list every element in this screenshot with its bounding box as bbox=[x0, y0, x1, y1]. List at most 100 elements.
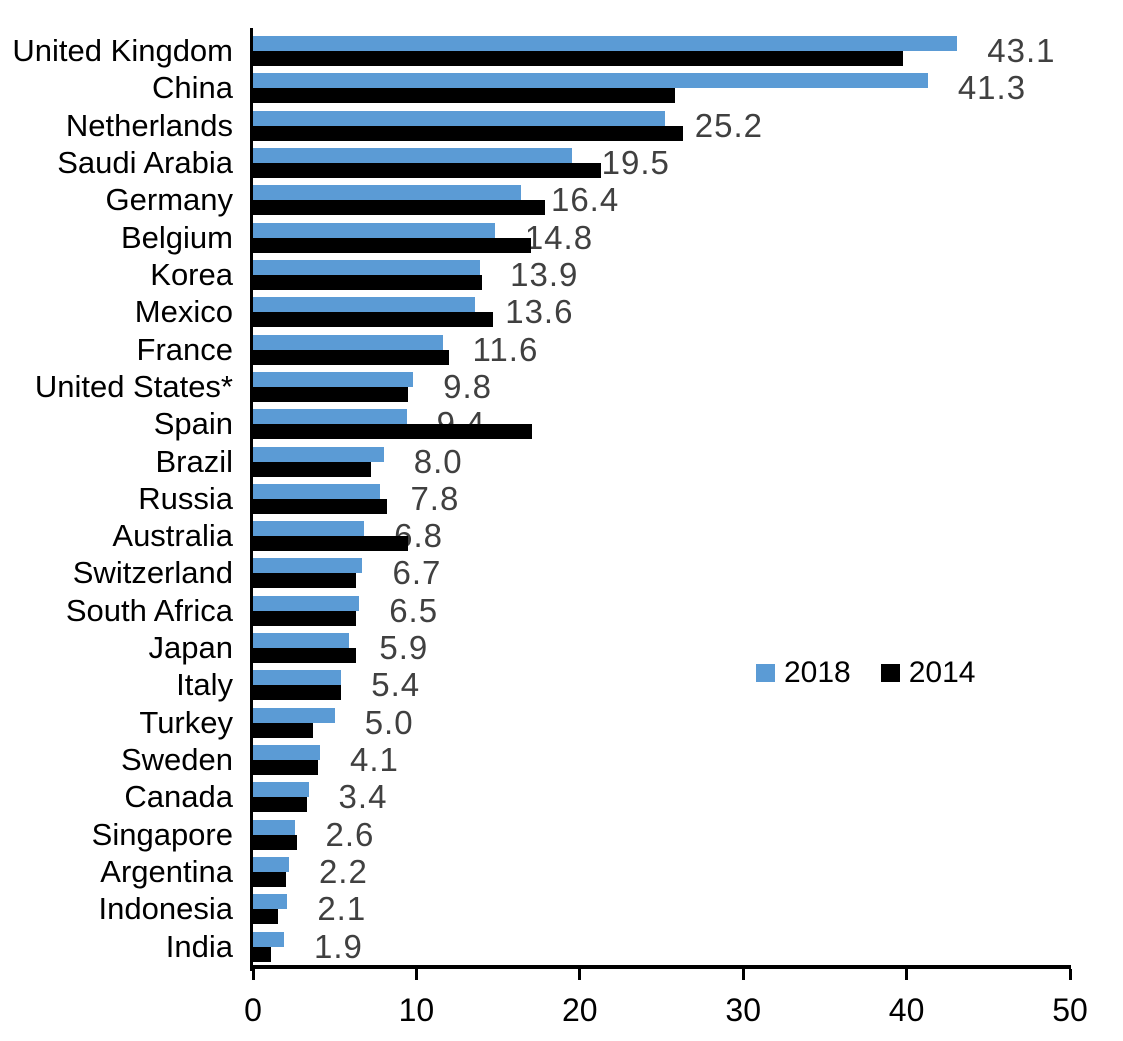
bar-2018 bbox=[253, 633, 350, 649]
bar-2018 bbox=[253, 894, 288, 910]
value-label: 6.7 bbox=[392, 554, 442, 592]
bar-2018 bbox=[253, 819, 296, 835]
category-label: Australia bbox=[112, 518, 233, 554]
bar-2014 bbox=[253, 722, 314, 738]
x-tick bbox=[905, 969, 909, 980]
category-label: India bbox=[165, 928, 233, 964]
value-label: 41.3 bbox=[957, 69, 1027, 107]
category-label: Canada bbox=[124, 779, 233, 815]
bar-2014 bbox=[253, 200, 546, 216]
bar-2014 bbox=[253, 274, 482, 290]
bar-2018 bbox=[253, 259, 481, 275]
category-label: South Africa bbox=[65, 592, 233, 628]
category-label: Netherlands bbox=[65, 107, 233, 143]
category-label: Brazil bbox=[155, 443, 233, 479]
bar-2014 bbox=[253, 461, 371, 477]
bar-2018 bbox=[253, 521, 365, 537]
x-tick bbox=[741, 969, 745, 980]
legend-label-2018: 2018 bbox=[784, 656, 851, 689]
value-label: 43.1 bbox=[987, 32, 1056, 69]
bar-2014 bbox=[253, 312, 494, 328]
value-label: 11.6 bbox=[472, 330, 539, 368]
bar-2014 bbox=[253, 834, 298, 850]
category-label: Japan bbox=[148, 630, 233, 666]
category-label: China bbox=[152, 70, 233, 106]
bar-2018 bbox=[253, 185, 521, 201]
x-tick-label: 0 bbox=[244, 992, 262, 1028]
legend-label-2014: 2014 bbox=[908, 656, 976, 689]
bar-2018 bbox=[253, 707, 335, 723]
legend: 2018 2014 bbox=[756, 658, 976, 688]
value-label: 9.8 bbox=[443, 367, 492, 405]
value-label: 13.9 bbox=[510, 255, 579, 293]
category-label: Mexico bbox=[134, 294, 233, 330]
bar-2018 bbox=[253, 595, 360, 611]
category-label: Belgium bbox=[121, 219, 233, 255]
bar-2014 bbox=[253, 162, 602, 178]
legend-item-2014: 2014 bbox=[880, 656, 976, 689]
category-label: Italy bbox=[176, 667, 233, 703]
value-label: 2.6 bbox=[325, 815, 375, 853]
category-label: Turkey bbox=[139, 704, 233, 740]
bar-2018 bbox=[253, 371, 414, 387]
bar-2018 bbox=[253, 670, 342, 686]
value-label: 5.9 bbox=[379, 629, 429, 667]
category-label: Sweden bbox=[120, 742, 233, 778]
category-label: United States* bbox=[34, 368, 233, 404]
bar-2014 bbox=[253, 909, 278, 925]
bar-2018 bbox=[253, 147, 572, 163]
category-label: Spain bbox=[153, 406, 233, 442]
x-tick bbox=[251, 969, 255, 980]
bar-2014 bbox=[253, 685, 342, 701]
bar-2018 bbox=[253, 334, 443, 350]
category-label: Russia bbox=[138, 480, 233, 516]
value-label: 19.5 bbox=[601, 143, 670, 181]
bar-2018 bbox=[253, 110, 665, 126]
value-label: 14.8 bbox=[524, 218, 594, 256]
value-label: 2.2 bbox=[318, 853, 368, 891]
value-label: 8.0 bbox=[413, 442, 463, 480]
category-label: Switzerland bbox=[72, 555, 233, 591]
bar-2014 bbox=[253, 536, 409, 552]
category-label: Argentina bbox=[100, 854, 233, 890]
bar-2014 bbox=[253, 386, 409, 402]
value-label: 5.0 bbox=[364, 703, 414, 741]
x-tick-label: 50 bbox=[1052, 992, 1088, 1028]
x-tick-label: 40 bbox=[888, 992, 925, 1028]
bar-2014 bbox=[253, 573, 356, 589]
value-label: 4.1 bbox=[349, 741, 399, 779]
x-tick bbox=[1068, 969, 1072, 980]
bar-2014 bbox=[253, 498, 387, 514]
legend-swatch-2014 bbox=[880, 664, 900, 682]
bar-2014 bbox=[253, 760, 319, 776]
x-tick bbox=[578, 969, 582, 980]
bar-2018 bbox=[253, 446, 384, 462]
value-label: 13.6 bbox=[505, 293, 574, 331]
bar-2014 bbox=[253, 797, 307, 813]
legend-item-2018: 2018 bbox=[756, 658, 851, 688]
bar-2014 bbox=[253, 872, 286, 888]
bar-2018 bbox=[253, 931, 285, 947]
value-label: 25.2 bbox=[694, 106, 763, 144]
bar-2018 bbox=[253, 857, 289, 873]
value-label: 5.4 bbox=[371, 666, 421, 704]
category-label: United Kingdom bbox=[12, 33, 233, 68]
bar-2014 bbox=[253, 88, 675, 104]
x-tick-label: 30 bbox=[725, 992, 761, 1028]
bar-2018 bbox=[253, 745, 320, 761]
bar-2014 bbox=[253, 648, 356, 664]
value-label: 1.9 bbox=[314, 927, 363, 965]
x-tick-label: 20 bbox=[562, 992, 598, 1028]
value-label: 7.8 bbox=[410, 479, 460, 517]
category-label: Saudi Arabia bbox=[57, 144, 233, 180]
x-tick bbox=[414, 969, 418, 980]
bar-2014 bbox=[253, 51, 904, 66]
bar-2014 bbox=[253, 424, 533, 440]
bar-2018 bbox=[253, 782, 309, 798]
bar-2018 bbox=[253, 483, 381, 499]
bar-2018 bbox=[253, 558, 363, 574]
category-label: Indonesia bbox=[98, 891, 233, 927]
bar-2018 bbox=[253, 36, 958, 51]
x-tick-label: 10 bbox=[398, 992, 435, 1028]
